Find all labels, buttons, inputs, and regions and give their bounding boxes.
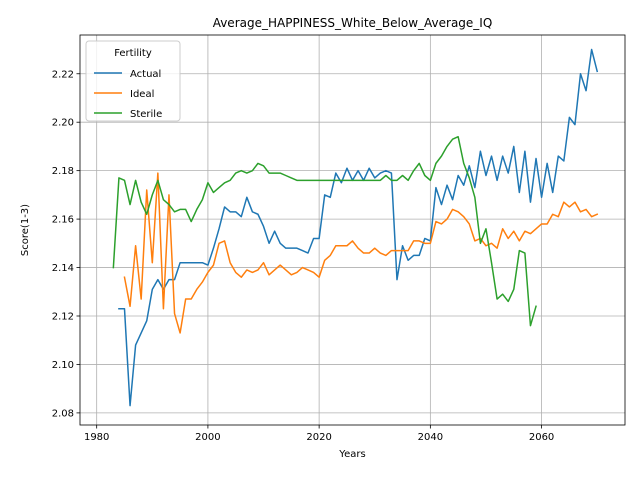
y-tick-label: 2.16 — [52, 215, 74, 226]
y-tick-label: 2.12 — [52, 311, 74, 322]
x-tick-label: 2060 — [529, 432, 554, 443]
x-tick-label: 2040 — [418, 432, 443, 443]
chart-title: Average_HAPPINESS_White_Below_Average_IQ — [213, 16, 493, 30]
legend-label-sterile: Sterile — [130, 109, 162, 120]
y-tick-label: 2.22 — [52, 69, 74, 80]
legend-box — [85, 40, 181, 122]
y-tick-label: 2.10 — [52, 360, 74, 371]
series-line-ideal — [123, 172, 599, 334]
x-axis-ticks: 1980 2000 2020 2040 2060 — [84, 425, 554, 443]
y-axis-ticks: 2.08 2.10 2.12 2.14 2.16 2.18 2.20 2.22 — [52, 69, 80, 419]
series-line-actual — [118, 48, 599, 407]
series-line-sterile — [112, 135, 537, 327]
x-tick-label: 1980 — [84, 432, 109, 443]
y-tick-label: 2.14 — [52, 263, 74, 274]
legend-label-actual: Actual — [130, 69, 161, 80]
legend-title: Fertility — [114, 48, 152, 59]
x-tick-label: 2000 — [195, 432, 220, 443]
y-tick-label: 2.20 — [52, 118, 74, 129]
plot-frame — [79, 34, 626, 426]
legend: Fertility Actual Ideal Sterile — [85, 40, 181, 122]
legend-label-ideal: Ideal — [130, 89, 154, 100]
y-tick-label: 2.18 — [52, 166, 74, 177]
y-axis-label: Score(1-3) — [20, 204, 31, 256]
y-tick-label: 2.08 — [52, 408, 74, 419]
x-tick-label: 2020 — [306, 432, 331, 443]
data-lines — [112, 48, 599, 407]
x-axis-label: Years — [338, 449, 365, 460]
